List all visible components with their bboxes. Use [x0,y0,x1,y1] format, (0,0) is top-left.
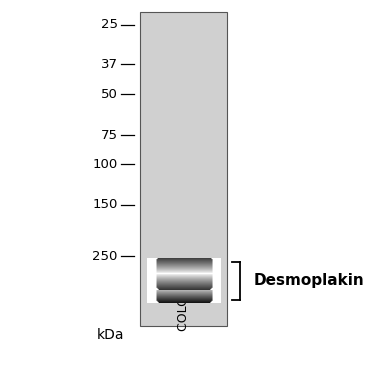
Text: 150: 150 [92,198,118,211]
Text: kDa: kDa [97,328,124,342]
Text: 75: 75 [101,129,118,142]
Text: 25: 25 [101,18,118,31]
Text: 100: 100 [93,158,118,171]
Text: 250: 250 [92,250,118,262]
Text: Desmoplakin: Desmoplakin [254,273,364,288]
Text: 50: 50 [101,88,118,101]
Text: COLO 205: COLO 205 [177,268,190,332]
Text: 37: 37 [101,58,118,70]
Bar [140,12,227,326]
